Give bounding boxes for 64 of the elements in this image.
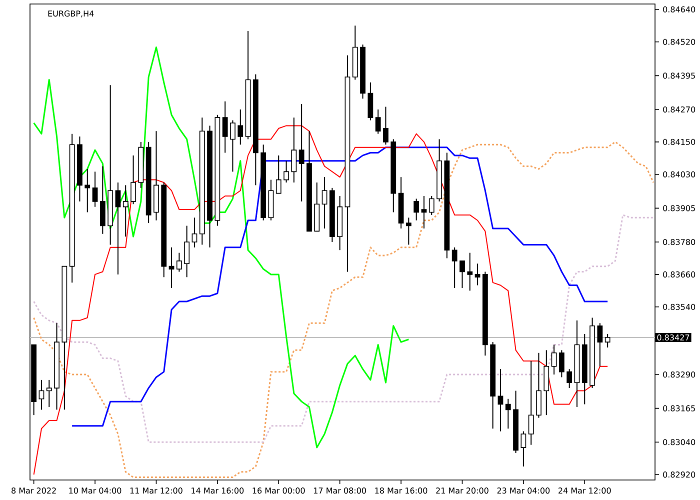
y-tick-label: 0.83905 — [663, 205, 695, 212]
candlestick — [291, 117, 297, 183]
x-tick-label: 11 Mar 12:00 — [130, 488, 182, 494]
candlestick — [238, 108, 244, 146]
ref-line-label: 0.83427 — [657, 334, 690, 340]
candlestick — [421, 196, 427, 229]
x-tick-label: 10 Mar 04:00 — [69, 488, 122, 494]
candlestick — [406, 217, 412, 246]
candlestick — [597, 322, 603, 367]
candlestick — [566, 368, 572, 389]
y-tick-label: 0.84640 — [663, 6, 696, 12]
x-tick-label: 16 Mar 00:00 — [252, 488, 305, 494]
candlestick — [322, 176, 328, 229]
x-tick-label: 17 Mar 08:00 — [314, 488, 366, 494]
text: EURGBP,H4 — [48, 10, 94, 18]
candlestick — [558, 350, 564, 378]
candlestick — [452, 246, 458, 288]
y-tick-label: 0.83780 — [663, 238, 696, 246]
candlestick — [176, 252, 182, 272]
candlestick — [604, 333, 610, 348]
line-series — [33, 46, 410, 448]
candlestick — [460, 260, 465, 288]
y-tick-label: 0.84270 — [663, 106, 696, 112]
y-tick-label: 0.83165 — [663, 405, 695, 412]
candlestick — [520, 430, 526, 467]
candlestick — [46, 379, 52, 408]
candlestick — [298, 104, 304, 202]
x-tick-label: 8 Mar 2022 — [12, 488, 56, 494]
candlestick — [276, 154, 282, 194]
x-tick-label: 18 Mar 16:00 — [375, 488, 428, 494]
candlestick — [414, 198, 420, 221]
candlestick — [184, 225, 190, 278]
candlestick — [230, 120, 236, 172]
y-tick-label: 0.83660 — [663, 271, 696, 278]
candlestick — [467, 252, 473, 292]
y-tick-label: 0.84520 — [663, 38, 696, 45]
x-tick-label: 24 Mar 12:00 — [558, 488, 611, 494]
y-tick-label: 0.84150 — [663, 138, 696, 145]
candlestick — [428, 196, 434, 216]
y-tick-label: 0.83290 — [663, 371, 696, 378]
candlestick — [222, 100, 228, 154]
candlestick — [528, 360, 534, 446]
candlestick — [474, 263, 480, 286]
candlestick — [38, 379, 44, 410]
candlestick — [284, 160, 289, 183]
candlestick — [84, 168, 90, 213]
x-tick-label: 23 Mar 04:00 — [497, 488, 550, 494]
y-tick-label: 0.84030 — [663, 171, 696, 178]
candlestick — [122, 184, 128, 238]
candlestick — [130, 154, 136, 205]
y-tick-label: 0.83540 — [663, 304, 696, 310]
candlestick — [115, 182, 121, 275]
candlestick — [375, 108, 381, 134]
candlestick — [192, 217, 198, 248]
candlestick — [92, 171, 98, 208]
y-tick-label: 0.84395 — [663, 72, 695, 79]
y-tick-label: 0.83040 — [663, 439, 696, 446]
x-tick-label: 14 Mar 16:00 — [192, 488, 244, 494]
candlestick — [551, 344, 557, 376]
candlestick — [168, 246, 174, 288]
candlestick — [505, 398, 511, 430]
x-tick-label: 21 Mar 20:00 — [436, 488, 488, 494]
candlestick — [383, 106, 388, 146]
y-tick-label: 0.82920 — [663, 472, 696, 478]
